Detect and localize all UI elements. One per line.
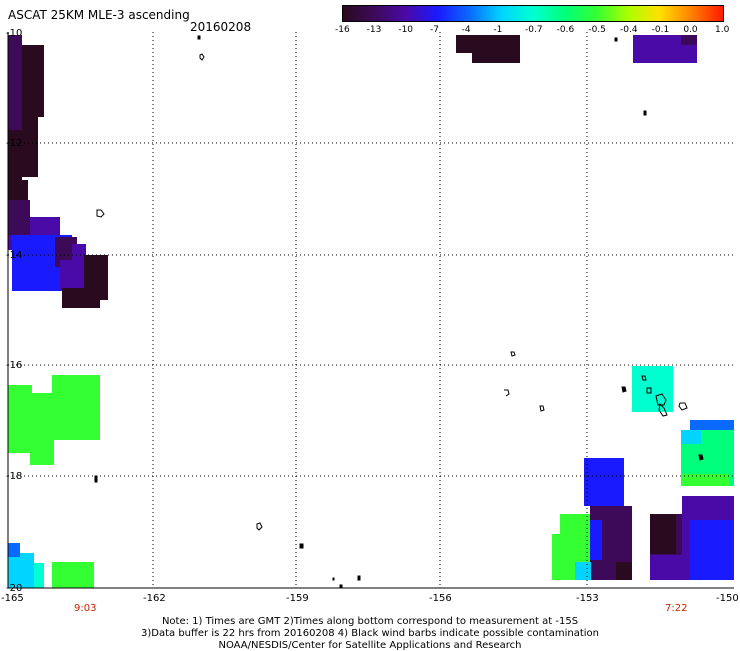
lon-label: -156 bbox=[429, 593, 452, 604]
swath-cell bbox=[681, 430, 701, 444]
grid-lines bbox=[8, 32, 734, 588]
swath-cell bbox=[30, 217, 60, 237]
footnote-line-3: NOAA/NESDIS/Center for Satellite Applica… bbox=[218, 640, 522, 651]
swath-cell bbox=[52, 562, 94, 588]
swath-cell bbox=[650, 555, 690, 580]
colorbar-tick-label: -1 bbox=[493, 25, 503, 35]
swath-cell bbox=[590, 520, 602, 560]
swath-cell bbox=[8, 385, 32, 453]
swath-cell bbox=[8, 200, 30, 235]
lat-label: -20 bbox=[6, 583, 22, 594]
swath-cell bbox=[34, 563, 44, 588]
colorbar-tick-label: -16 bbox=[335, 25, 350, 35]
colorbar-tick-label: -7 bbox=[430, 25, 439, 35]
lat-label: -10 bbox=[6, 28, 22, 39]
time-label: 7:22 bbox=[665, 603, 687, 614]
colorbar-tick-label: -13 bbox=[366, 25, 382, 35]
swath-cell bbox=[8, 130, 22, 180]
map-date: 20160208 bbox=[190, 20, 252, 34]
swath-cell bbox=[456, 35, 520, 53]
swath-cell bbox=[681, 474, 729, 486]
time-label: 9:03 bbox=[74, 603, 96, 614]
colorbar-tick-label: -0.1 bbox=[651, 25, 670, 35]
swath-cell bbox=[8, 180, 28, 200]
swath-cell bbox=[52, 375, 100, 440]
colorbar-tick-label: -0.6 bbox=[556, 25, 575, 35]
swath-cell bbox=[681, 35, 697, 45]
frame bbox=[7, 32, 734, 589]
lon-label: -165 bbox=[1, 593, 24, 604]
swath-cell bbox=[584, 458, 624, 506]
colorbar-tick-label: 1.0 bbox=[715, 25, 730, 35]
colorbar-tick-label: -4 bbox=[461, 25, 471, 35]
footnote-line-2: 3)Data buffer is 22 hrs from 20160208 4)… bbox=[141, 628, 599, 639]
colorbar-tick-label: -10 bbox=[398, 25, 414, 35]
swath-cell bbox=[72, 244, 86, 264]
swath-cell bbox=[55, 237, 77, 267]
axis-labels: -10 -12 -14 -16 -18 -20 -165 -162 -159 -… bbox=[1, 28, 739, 614]
swath-cell bbox=[20, 553, 34, 588]
map-title: ASCAT 25KM MLE-3 ascending bbox=[8, 8, 190, 22]
swath-cell bbox=[22, 45, 44, 117]
swath-cell bbox=[22, 117, 38, 177]
colorbar-tick-label: -0.4 bbox=[620, 25, 638, 35]
lat-label: -16 bbox=[6, 360, 22, 371]
lon-label: -159 bbox=[286, 593, 309, 604]
swath-cell bbox=[8, 543, 20, 557]
colorbar-tick-label: -0.5 bbox=[588, 25, 606, 35]
swath-cell bbox=[575, 562, 591, 580]
lat-label: -14 bbox=[6, 250, 22, 261]
swath-cell bbox=[62, 288, 100, 308]
swath-cell bbox=[632, 366, 673, 412]
footnote-line-1: Note: 1) Times are GMT 2)Times along bot… bbox=[161, 616, 579, 627]
lat-label: -12 bbox=[6, 138, 22, 149]
colorbar-tick-label: -0.7 bbox=[525, 25, 543, 35]
colorbar: -16 -13 -10 -7 -4 -1 -0.7 -0.6 -0.5 -0.4 -0.1 0.0 1.… bbox=[335, 5, 729, 35]
swath-cell bbox=[616, 562, 632, 580]
lon-label: -162 bbox=[143, 593, 166, 604]
swath-cell bbox=[30, 393, 54, 465]
swath-cell bbox=[650, 514, 676, 554]
island-outlines bbox=[94, 35, 704, 588]
colorbar-tick-label: 0.0 bbox=[683, 25, 698, 35]
lon-label: -153 bbox=[576, 593, 599, 604]
lat-label: -18 bbox=[6, 471, 22, 482]
swath-cell bbox=[690, 520, 734, 580]
lon-label: -150 bbox=[716, 593, 739, 604]
swath-cell bbox=[60, 260, 85, 290]
swath-cell bbox=[472, 50, 520, 63]
data-swaths bbox=[8, 35, 734, 588]
swath-cell bbox=[552, 534, 564, 580]
swath-cell bbox=[36, 440, 40, 465]
swath-cell bbox=[690, 420, 734, 432]
